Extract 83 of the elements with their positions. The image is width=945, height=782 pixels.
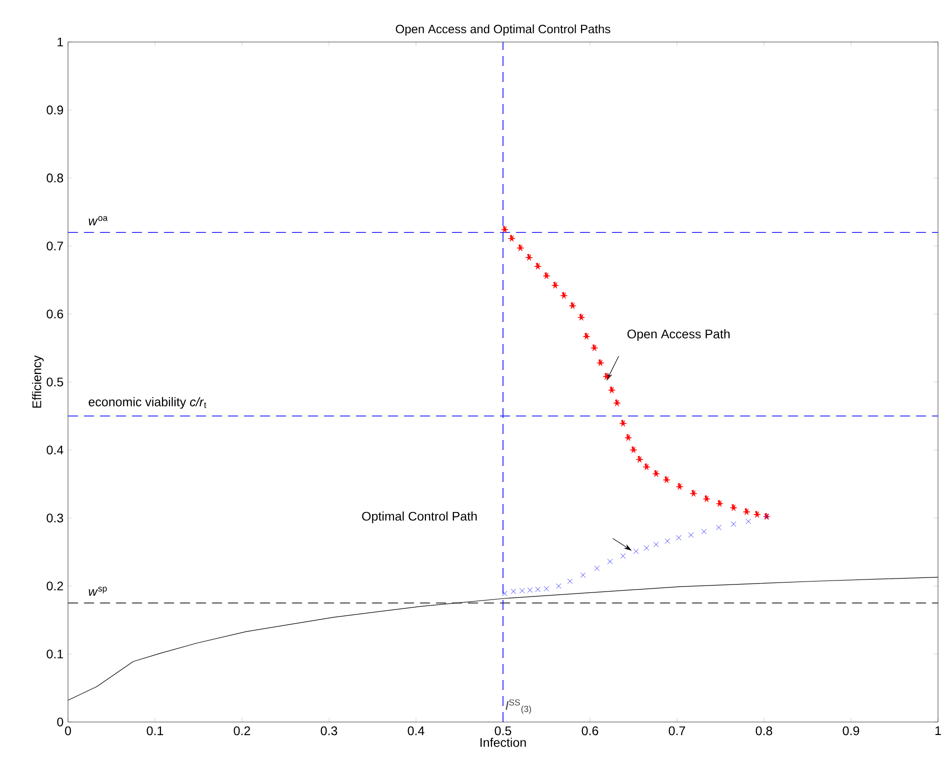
y-tick-label: 0.4 xyxy=(46,446,64,454)
point xyxy=(746,518,752,524)
point xyxy=(501,226,508,233)
point xyxy=(624,434,632,441)
chart-title: Open Access and Optimal Control Paths xyxy=(396,24,610,36)
point xyxy=(516,244,524,252)
point xyxy=(519,588,525,594)
point xyxy=(567,578,573,584)
point xyxy=(633,548,639,554)
point xyxy=(527,587,533,593)
point xyxy=(636,456,644,463)
point xyxy=(552,282,559,289)
point xyxy=(525,254,533,261)
point xyxy=(578,314,586,321)
x-tick-label: 0.6 xyxy=(582,726,598,736)
point xyxy=(644,545,650,551)
point xyxy=(690,490,698,497)
point xyxy=(753,510,761,518)
x-tick-label: 0.7 xyxy=(668,726,686,736)
x-tick-label: 0 xyxy=(65,726,71,736)
y-tick-label: 0.9 xyxy=(46,106,64,114)
point xyxy=(590,344,598,352)
point xyxy=(730,504,738,512)
ref-line-label: economic viability c/r$_{t}$ xyxy=(88,397,206,409)
ref-line-label: I$^{SS}$(3) xyxy=(506,699,532,714)
y-tick-label: 0.1 xyxy=(46,650,64,658)
y-tick-label: 0.2 xyxy=(46,582,64,590)
x-tick-label: 0.1 xyxy=(146,726,164,736)
y-tick-label: 1 xyxy=(58,38,64,46)
x-tick-label: 0.4 xyxy=(408,726,424,736)
point xyxy=(662,476,670,484)
point xyxy=(534,262,542,270)
y-tick-label: 0.3 xyxy=(46,514,64,522)
y-tick-label: 0.6 xyxy=(46,310,64,318)
point xyxy=(676,483,684,490)
point xyxy=(580,572,586,578)
point xyxy=(688,532,694,538)
point xyxy=(568,302,576,310)
point xyxy=(510,588,516,594)
annotation: Optimal Control Path xyxy=(362,511,477,524)
point xyxy=(596,359,604,366)
point xyxy=(619,420,627,427)
point xyxy=(716,524,722,530)
point xyxy=(582,332,590,340)
point xyxy=(730,521,736,527)
point xyxy=(701,528,707,534)
point xyxy=(716,500,724,507)
point xyxy=(535,586,540,592)
point xyxy=(556,583,562,589)
ref-line-label: w$^{sp}$ xyxy=(88,586,107,596)
ref-line-label: w$^{oa}$ xyxy=(88,216,108,226)
y-axis-title: Efficiency xyxy=(32,355,44,408)
x-tick-label: 1 xyxy=(935,726,941,735)
point xyxy=(653,542,659,548)
point xyxy=(542,272,550,280)
annotation: Open Access Path xyxy=(627,329,730,341)
point xyxy=(594,566,600,571)
point xyxy=(607,558,613,564)
point xyxy=(608,386,616,394)
point xyxy=(502,590,508,596)
point xyxy=(560,292,568,299)
x-axis-title: Infection xyxy=(480,738,526,747)
y-tick-label: 0.7 xyxy=(46,242,64,250)
x-tick-label: 0.9 xyxy=(842,726,860,736)
point xyxy=(664,538,670,544)
y-tick-label: 0 xyxy=(57,718,64,726)
point xyxy=(620,553,626,559)
y-tick-label: 0.8 xyxy=(46,174,64,182)
x-tick-label: 0.3 xyxy=(320,726,338,736)
x-tick-label: 0.2 xyxy=(234,726,250,736)
point xyxy=(630,446,638,454)
y-tick-label: 0.5 xyxy=(46,378,64,386)
x-tick-label: 0.8 xyxy=(756,726,772,736)
point xyxy=(602,372,610,380)
point xyxy=(508,234,516,242)
point xyxy=(676,535,682,540)
point xyxy=(642,463,650,470)
point xyxy=(702,495,710,502)
point xyxy=(544,586,550,592)
x-tick-label: 0.5 xyxy=(494,726,512,736)
point xyxy=(742,508,750,516)
point xyxy=(613,399,621,406)
point xyxy=(652,470,660,478)
